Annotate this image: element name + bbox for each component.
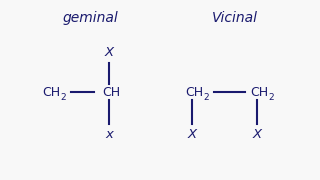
Text: X: X (252, 129, 261, 141)
Text: CH: CH (42, 86, 60, 98)
Text: CH: CH (250, 86, 268, 98)
Text: x: x (105, 129, 113, 141)
Text: 2: 2 (268, 93, 274, 102)
Text: Vicinal: Vicinal (212, 11, 258, 25)
Text: X: X (104, 46, 114, 60)
Text: X: X (188, 129, 196, 141)
Text: 2: 2 (203, 93, 209, 102)
Text: geminal: geminal (62, 11, 118, 25)
Text: 2: 2 (60, 93, 66, 102)
Text: CH: CH (102, 86, 120, 98)
Text: CH: CH (185, 86, 203, 98)
